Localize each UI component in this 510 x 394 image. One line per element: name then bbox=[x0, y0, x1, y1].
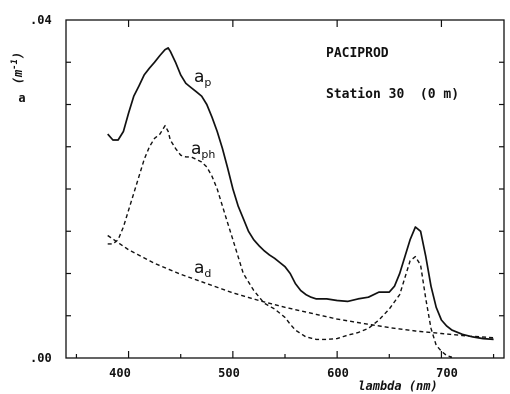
axis-ticks bbox=[66, 20, 504, 358]
y-tick-label-bottom: .00 bbox=[30, 351, 52, 365]
label-ap-main: a bbox=[194, 67, 204, 87]
label-aph-sub: ph bbox=[201, 148, 215, 161]
y-axis-unit-open: (m bbox=[11, 69, 25, 84]
x-axis-label: lambda (nm) bbox=[358, 379, 437, 393]
label-ad-sub: d bbox=[204, 267, 211, 280]
annotation-station: Station 30 (0 m) bbox=[326, 87, 459, 102]
x-tick-label-700: 700 bbox=[436, 366, 458, 380]
series-line-ap bbox=[107, 47, 494, 341]
label-ap: ap bbox=[194, 67, 211, 89]
label-ap-sub: p bbox=[204, 76, 211, 89]
series-line-ad bbox=[107, 234, 494, 339]
curves bbox=[107, 47, 494, 358]
x-tick-label-400: 400 bbox=[109, 366, 131, 380]
label-ad-main: a bbox=[194, 258, 204, 278]
y-axis-unit: (m-1) bbox=[10, 52, 25, 85]
label-aph: aph bbox=[191, 139, 215, 161]
label-ad: ad bbox=[194, 258, 211, 280]
x-tick-label-500: 500 bbox=[218, 366, 240, 380]
annotation-title: PACIPROD bbox=[326, 46, 389, 61]
y-tick-label-top: .04 bbox=[30, 13, 52, 27]
y-axis-unit-exp: -1 bbox=[10, 59, 20, 70]
series-line-aph bbox=[107, 124, 453, 358]
y-axis-symbol: a bbox=[18, 91, 25, 105]
y-axis-unit-close: ) bbox=[11, 52, 25, 59]
x-tick-label-600: 600 bbox=[327, 366, 349, 380]
label-aph-main: a bbox=[191, 139, 201, 159]
